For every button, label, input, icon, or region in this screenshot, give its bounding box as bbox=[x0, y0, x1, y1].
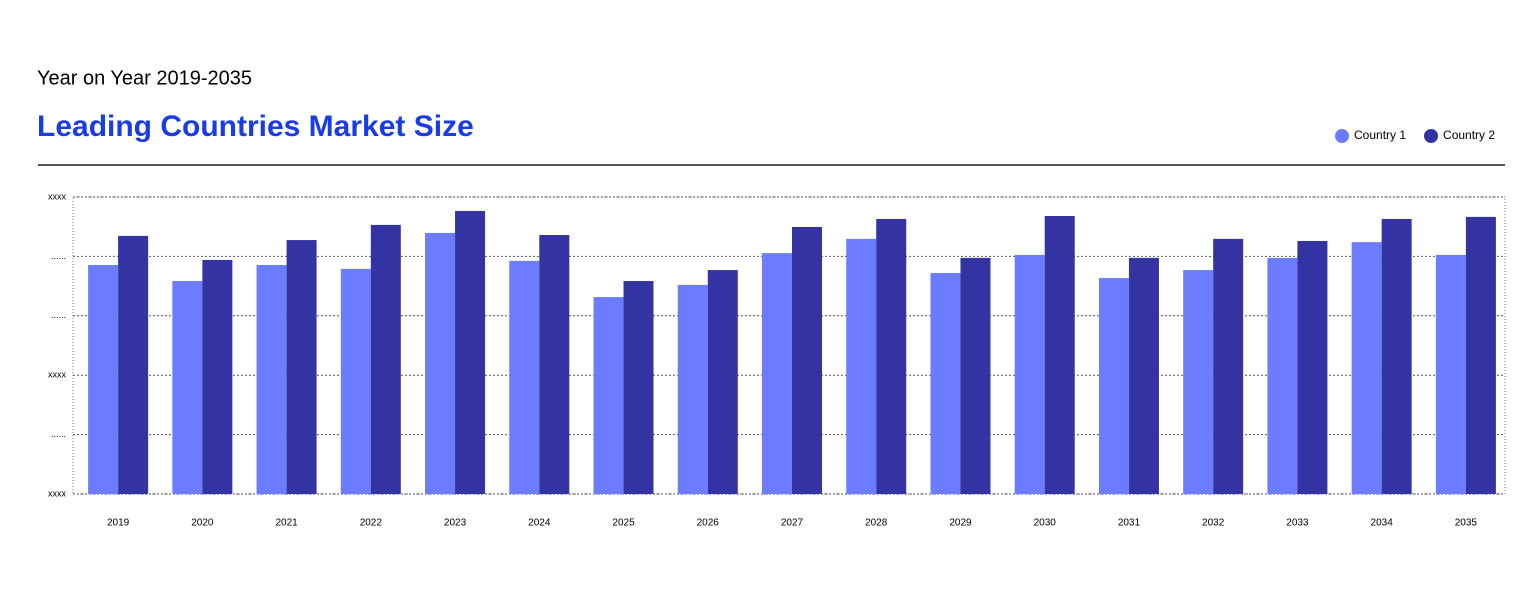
chart-subtitle: Year on Year 2019-2035 bbox=[37, 67, 252, 89]
bar bbox=[930, 273, 961, 494]
bar bbox=[593, 297, 624, 494]
x-tick-label: 2035 bbox=[1455, 518, 1478, 529]
bar bbox=[846, 238, 877, 494]
bar bbox=[118, 235, 149, 495]
x-tick-label: 2019 bbox=[107, 518, 130, 529]
bar bbox=[202, 259, 233, 494]
bar bbox=[1128, 257, 1159, 494]
bar bbox=[623, 281, 654, 494]
bar bbox=[256, 265, 287, 494]
bar bbox=[1267, 257, 1298, 494]
bar bbox=[370, 224, 401, 494]
bar bbox=[1044, 216, 1075, 494]
bar bbox=[1465, 216, 1496, 495]
x-tick-label: 2033 bbox=[1286, 518, 1309, 529]
bar bbox=[539, 235, 570, 495]
x-tick-label: 2028 bbox=[865, 518, 888, 529]
x-tick-label: 2025 bbox=[612, 518, 635, 529]
bar bbox=[1183, 270, 1214, 494]
legend-label: Country 1 bbox=[1354, 128, 1406, 142]
bar bbox=[1297, 240, 1328, 494]
bar bbox=[876, 218, 907, 494]
x-tick-label: 2023 bbox=[444, 518, 467, 529]
y-tick-label: ...... bbox=[51, 310, 66, 320]
bar bbox=[509, 260, 540, 494]
bar bbox=[762, 253, 792, 494]
bar bbox=[172, 281, 203, 494]
x-tick-label: 2021 bbox=[275, 518, 298, 529]
bar bbox=[1351, 242, 1382, 494]
bar bbox=[455, 210, 486, 495]
x-tick-label: 2022 bbox=[360, 518, 383, 529]
chart-title: Leading Countries Market Size bbox=[37, 110, 474, 143]
bar bbox=[286, 240, 317, 494]
bar bbox=[960, 257, 991, 494]
legend-swatch bbox=[1424, 129, 1439, 143]
bar bbox=[1435, 254, 1466, 494]
x-tick-label: 2031 bbox=[1118, 518, 1141, 529]
bar bbox=[425, 232, 456, 494]
legend-swatch bbox=[1335, 129, 1349, 143]
bar bbox=[1098, 278, 1129, 494]
bar bbox=[792, 226, 822, 494]
bar bbox=[707, 270, 738, 494]
bar bbox=[677, 284, 708, 494]
bar bbox=[1381, 218, 1412, 494]
y-tick-label: xxxx bbox=[48, 488, 67, 498]
x-tick-label: 2026 bbox=[697, 518, 720, 529]
bar bbox=[340, 268, 371, 494]
x-tick-label: 2024 bbox=[528, 518, 551, 529]
bar bbox=[1213, 238, 1244, 494]
y-tick-label: ...... bbox=[51, 251, 66, 261]
x-tick-label: 2029 bbox=[949, 518, 972, 529]
y-tick-label: xxxx bbox=[48, 191, 67, 201]
y-tick-label: ...... bbox=[51, 429, 66, 439]
bar bbox=[88, 265, 119, 494]
y-tick-label: xxxx bbox=[48, 370, 67, 380]
x-tick-label: 2032 bbox=[1202, 518, 1225, 529]
x-tick-label: 2034 bbox=[1371, 518, 1394, 529]
legend-label: Country 2 bbox=[1443, 128, 1495, 142]
x-tick-label: 2030 bbox=[1034, 518, 1057, 529]
x-tick-label: 2020 bbox=[191, 518, 214, 529]
bar bbox=[1014, 254, 1045, 494]
x-tick-label: 2027 bbox=[781, 518, 804, 529]
